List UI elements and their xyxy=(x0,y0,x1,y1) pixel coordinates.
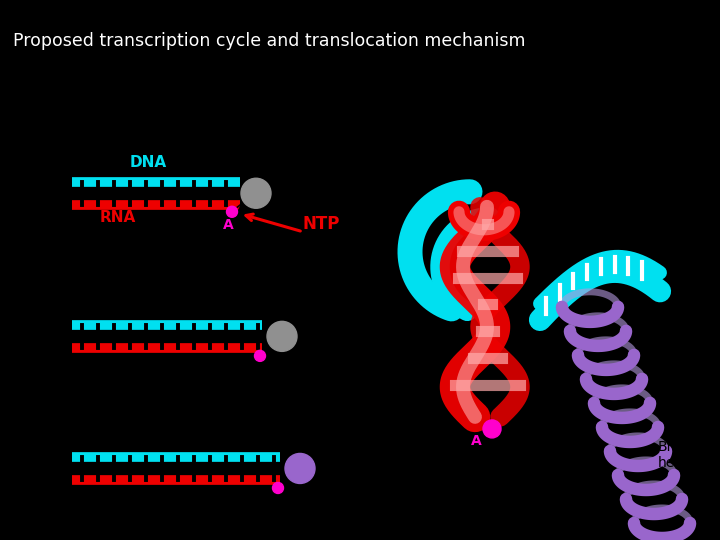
Text: A: A xyxy=(20,90,40,114)
Circle shape xyxy=(272,482,284,494)
Text: DNA: DNA xyxy=(130,155,166,170)
Circle shape xyxy=(241,178,271,208)
Circle shape xyxy=(227,206,238,217)
Text: A: A xyxy=(471,434,482,448)
Text: A: A xyxy=(222,218,233,232)
Circle shape xyxy=(483,420,501,438)
Text: NTP: NTP xyxy=(303,215,341,233)
Text: RNA: RNA xyxy=(100,210,136,225)
Text: Proposed transcription cycle and translocation mechanism: Proposed transcription cycle and translo… xyxy=(13,32,526,50)
Text: B: B xyxy=(398,90,417,114)
Text: Translocation: Translocation xyxy=(100,403,225,421)
Text: Synthesis: Synthesis xyxy=(100,273,191,291)
Circle shape xyxy=(267,321,297,352)
Text: Substrate
binding site: Substrate binding site xyxy=(429,512,507,540)
Text: Bridge
helix: Bridge helix xyxy=(658,440,703,470)
Text: +4: +4 xyxy=(247,157,267,171)
Circle shape xyxy=(254,350,266,361)
Circle shape xyxy=(285,454,315,483)
Text: Bridge
helix: Bridge helix xyxy=(318,185,364,215)
Text: +4: +4 xyxy=(668,153,690,168)
